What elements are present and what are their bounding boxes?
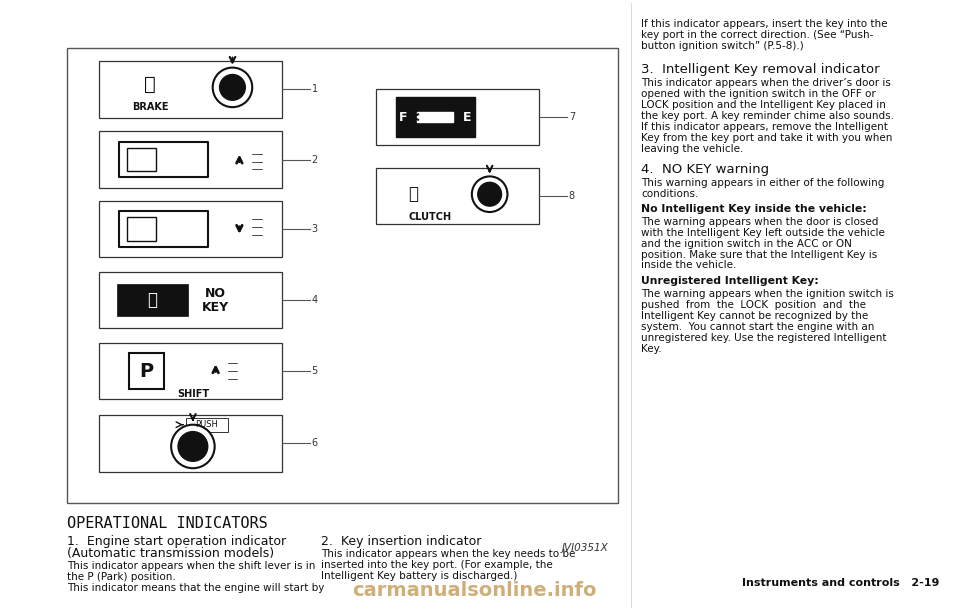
Text: 🦶: 🦶 [145, 75, 156, 94]
Text: leaving the vehicle.: leaving the vehicle. [641, 144, 743, 154]
Text: —: — [427, 106, 444, 124]
Text: key port in the correct direction. (See “Push-: key port in the correct direction. (See … [641, 30, 874, 40]
Text: conditions.: conditions. [641, 189, 698, 199]
Text: OPERATIONAL INDICATORS: OPERATIONAL INDICATORS [67, 516, 268, 531]
Text: 5: 5 [312, 366, 318, 376]
Bar [99, 200, 282, 257]
Text: Instruments and controls   2-19: Instruments and controls 2-19 [742, 578, 940, 588]
Bar [119, 211, 207, 247]
Bar [186, 418, 228, 431]
Text: (Automatic transmission models): (Automatic transmission models) [67, 547, 275, 560]
Text: This indicator appears when the shift lever is in: This indicator appears when the shift le… [67, 562, 316, 571]
Text: 🦶: 🦶 [409, 185, 419, 203]
Circle shape [220, 75, 246, 100]
Text: No Intelligent Key inside the vehicle:: No Intelligent Key inside the vehicle: [641, 204, 867, 214]
Text: 6: 6 [312, 439, 318, 448]
Text: BRAKE: BRAKE [132, 102, 169, 112]
Text: This indicator appears when the key needs to be: This indicator appears when the key need… [322, 549, 576, 559]
Bar [119, 142, 207, 177]
Text: system.  You cannot start the engine with an: system. You cannot start the engine with… [641, 322, 875, 332]
Text: SHIFT: SHIFT [177, 389, 209, 399]
Text: Intelligent Key battery is discharged.): Intelligent Key battery is discharged.) [322, 571, 517, 581]
Text: unregistered key. Use the registered Intelligent: unregistered key. Use the registered Int… [641, 333, 886, 343]
Text: F: F [399, 111, 408, 123]
Text: Key.: Key. [641, 343, 661, 354]
Bar [99, 61, 282, 117]
Text: 4.  NO KEY warning: 4. NO KEY warning [641, 163, 769, 175]
Text: 1: 1 [312, 84, 318, 94]
Text: NO: NO [205, 287, 227, 299]
Text: This warning appears in either of the following: This warning appears in either of the fo… [641, 178, 884, 188]
Text: 2.  Key insertion indicator: 2. Key insertion indicator [322, 535, 482, 549]
Bar [376, 89, 540, 145]
Text: position. Make sure that the Intelligent Key is: position. Make sure that the Intelligent… [641, 250, 877, 260]
Text: If this indicator appears, remove the Intelligent: If this indicator appears, remove the In… [641, 122, 888, 132]
Text: 3.  Intelligent Key removal indicator: 3. Intelligent Key removal indicator [641, 63, 879, 76]
Text: E: E [463, 111, 471, 123]
Text: This indicator appears when the driver’s door is: This indicator appears when the driver’s… [641, 78, 891, 89]
Circle shape [213, 68, 252, 107]
Circle shape [171, 425, 215, 468]
Text: Intelligent Key cannot be recognized by the: Intelligent Key cannot be recognized by … [641, 311, 868, 321]
Text: 🔑: 🔑 [147, 291, 157, 309]
Text: 3: 3 [312, 224, 318, 234]
Text: inside the vehicle.: inside the vehicle. [641, 260, 736, 271]
Bar [67, 48, 618, 503]
Text: CLUTCH: CLUTCH [409, 212, 452, 222]
Circle shape [478, 182, 501, 206]
Text: with the Intelligent Key left outside the vehicle: with the Intelligent Key left outside th… [641, 228, 885, 238]
Bar [99, 415, 282, 472]
Text: 1.  Engine start operation indicator: 1. Engine start operation indicator [67, 535, 286, 549]
Text: Key from the key port and take it with you when: Key from the key port and take it with y… [641, 133, 893, 143]
Text: 8: 8 [568, 191, 575, 201]
Text: 4: 4 [312, 295, 318, 305]
Text: P: P [139, 362, 154, 381]
Text: The warning appears when the ignition switch is: The warning appears when the ignition sw… [641, 289, 894, 299]
Text: If this indicator appears, insert the key into the: If this indicator appears, insert the ke… [641, 19, 887, 29]
Text: Unregistered Intelligent Key:: Unregistered Intelligent Key: [641, 276, 819, 287]
Bar [129, 354, 164, 389]
Text: This indicator means that the engine will start by: This indicator means that the engine wil… [67, 583, 324, 593]
Text: and the ignition switch in the ACC or ON: and the ignition switch in the ACC or ON [641, 239, 852, 249]
Text: The warning appears when the door is closed: The warning appears when the door is clo… [641, 217, 878, 227]
Text: button ignition switch” (P.5-8).): button ignition switch” (P.5-8).) [641, 41, 804, 51]
Text: PUSH: PUSH [195, 420, 218, 429]
Text: carmanualsonline.info: carmanualsonline.info [352, 581, 597, 600]
Bar [376, 168, 540, 224]
Circle shape [472, 177, 508, 212]
Text: 7: 7 [568, 112, 575, 122]
Text: the key port. A key reminder chime also sounds.: the key port. A key reminder chime also … [641, 111, 894, 121]
Bar [418, 112, 453, 122]
Bar [99, 131, 282, 188]
Text: LOCK position and the Intelligent Key placed in: LOCK position and the Intelligent Key pl… [641, 100, 886, 110]
Text: 2: 2 [312, 155, 318, 164]
Bar [99, 272, 282, 328]
Text: JVI0351X: JVI0351X [562, 543, 609, 554]
Circle shape [178, 431, 207, 461]
Bar [396, 97, 475, 137]
Bar [117, 284, 188, 316]
Bar [127, 217, 156, 241]
Text: KEY: KEY [203, 301, 229, 315]
Text: inserted into the key port. (For example, the: inserted into the key port. (For example… [322, 560, 553, 570]
Text: pushed  from  the  LOCK  position  and  the: pushed from the LOCK position and the [641, 300, 866, 310]
Text: the P (Park) position.: the P (Park) position. [67, 572, 176, 582]
Text: opened with the ignition switch in the OFF or: opened with the ignition switch in the O… [641, 89, 876, 100]
Bar [99, 343, 282, 400]
Bar [127, 148, 156, 172]
